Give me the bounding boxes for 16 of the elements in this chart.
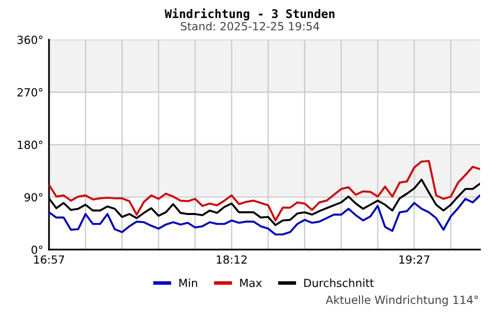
line-series (49, 160, 480, 222)
line-series (49, 194, 480, 236)
legend-label: Durchschnitt (304, 278, 374, 288)
y-tick-label: 360° (18, 36, 42, 44)
x-tick-label: 19:27 (399, 255, 430, 264)
x-tick-label: 16:57 (34, 255, 64, 264)
x-tick-label: 18:12 (216, 255, 247, 264)
y-tick-label: 180° (18, 140, 42, 150)
y-tick-label: 270° (17, 88, 42, 97)
text: Aktuelle Windrichtung 114° (326, 295, 478, 306)
chart-title: Windrichtung - 3 Stunden (164, 8, 334, 20)
legend-label: Max (240, 278, 262, 288)
y-tick-label: 0° (32, 246, 42, 254)
chart-subtitle: Stand: 2025-12-25 19:54 (180, 22, 320, 30)
y-tick-label: 90° (24, 193, 42, 202)
legend-label: Min (179, 278, 198, 287)
